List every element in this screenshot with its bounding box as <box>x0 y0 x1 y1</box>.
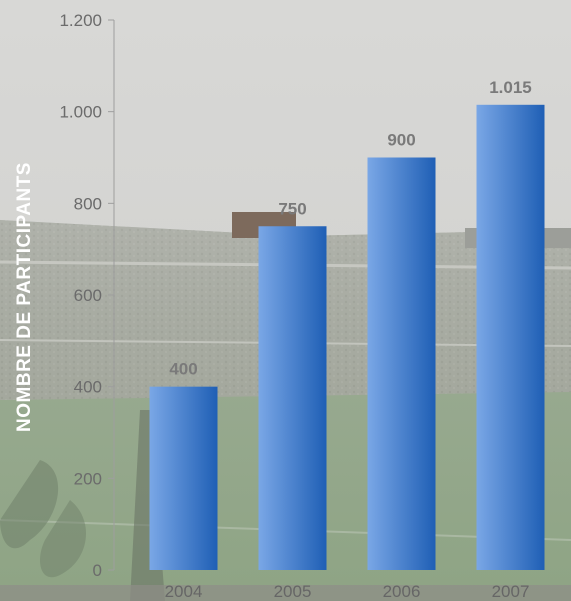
y-tick-label: 1.000 <box>59 103 102 122</box>
x-label-2005: 2005 <box>274 582 312 601</box>
y-tick-label: 0 <box>93 561 102 580</box>
x-labels: 2004 2005 2006 2007 <box>165 582 530 601</box>
bar-2007 <box>476 104 545 571</box>
y-tick-label: 800 <box>74 194 102 213</box>
value-label-2004: 400 <box>169 360 197 379</box>
x-label-2006: 2006 <box>383 582 421 601</box>
y-tick-label: 400 <box>74 378 102 397</box>
value-label-2007: 1.015 <box>489 78 532 97</box>
y-tick-label: 1.200 <box>59 11 102 30</box>
bar-2005 <box>258 226 327 570</box>
bars <box>149 104 545 571</box>
x-label-2007: 2007 <box>492 582 530 601</box>
bar-2004 <box>149 386 218 570</box>
bar-2006 <box>367 157 436 570</box>
y-axis-title: NOMBRE DE PARTICIPANTS <box>14 162 35 432</box>
y-ticks: 0 200 400 600 800 1.000 1.200 <box>59 11 114 580</box>
value-label-2006: 900 <box>387 131 415 150</box>
value-label-2005: 750 <box>278 199 306 218</box>
y-tick-label: 600 <box>74 286 102 305</box>
value-labels: 400 750 900 1.015 <box>169 78 531 379</box>
x-label-2004: 2004 <box>165 582 203 601</box>
y-tick-label: 200 <box>74 469 102 488</box>
